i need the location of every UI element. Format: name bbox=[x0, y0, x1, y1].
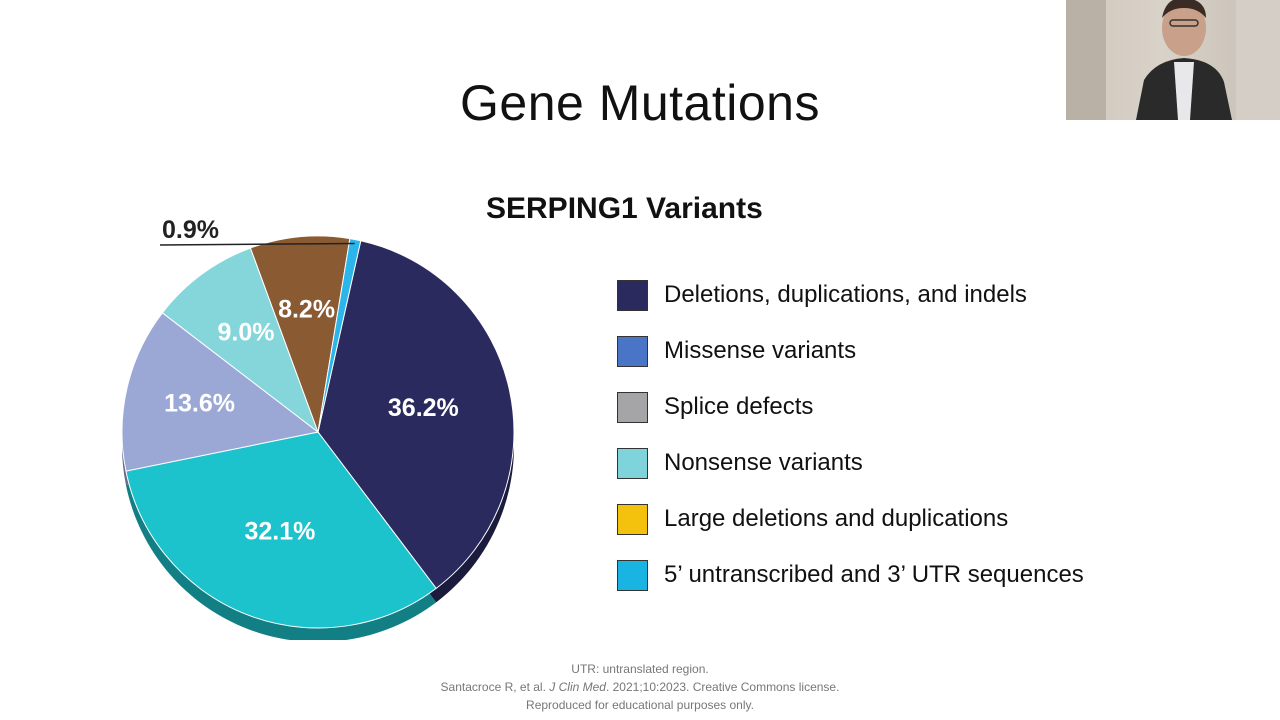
pie-slice-label-1: 32.1% bbox=[244, 517, 315, 545]
citation-authors: Santacroce R, et al. bbox=[440, 680, 550, 694]
legend-item-3: Nonsense variants bbox=[617, 446, 1084, 480]
chart-title: SERPING1 Variants bbox=[486, 192, 763, 225]
legend-item-2: Splice defects bbox=[617, 390, 1084, 424]
pie-slice-0 bbox=[317, 240, 515, 590]
slide-title: Gene Mutations bbox=[460, 75, 820, 131]
legend-label: Splice defects bbox=[664, 393, 814, 420]
legend: Deletions, duplications, and indels Miss… bbox=[617, 278, 1084, 614]
legend-label: 5’ untranscribed and 3’ UTR sequences bbox=[664, 561, 1084, 588]
pie-slice-label-5: 0.9% bbox=[162, 216, 219, 244]
legend-swatch bbox=[617, 447, 648, 479]
pie-slice-label-2: 13.6% bbox=[164, 389, 235, 417]
legend-item-5: 5’ untranscribed and 3’ UTR sequences bbox=[617, 558, 1084, 592]
legend-item-4: Large deletions and duplications bbox=[617, 502, 1084, 536]
pie-slice-label-0: 36.2% bbox=[388, 394, 459, 422]
pie-slice-4 bbox=[249, 235, 351, 434]
citation-journal: J Clin Med bbox=[549, 680, 606, 694]
footnote-line-2: Santacroce R, et al. J Clin Med. 2021;10… bbox=[0, 678, 1280, 696]
footnote-line-3: Reproduced for educational purposes only… bbox=[526, 698, 754, 712]
legend-item-0: Deletions, duplications, and indels bbox=[617, 278, 1084, 312]
legend-label: Large deletions and duplications bbox=[664, 505, 1009, 532]
leader-line bbox=[159, 242, 355, 246]
pie-slice-label-3: 9.0% bbox=[217, 319, 274, 347]
pie-slice-1 bbox=[125, 431, 437, 629]
pie-slice-3 bbox=[161, 247, 320, 434]
legend-swatch bbox=[617, 503, 648, 535]
legend-swatch bbox=[617, 391, 648, 423]
footnote-line-1: UTR: untranslated region. bbox=[571, 662, 709, 676]
citation-details: . 2021;10:2023. Creative Commons license… bbox=[605, 680, 840, 694]
footnote: UTR: untranslated region. Santacroce R, … bbox=[0, 660, 1280, 714]
legend-swatch bbox=[617, 335, 648, 367]
legend-label: Deletions, duplications, and indels bbox=[664, 281, 1027, 308]
legend-label: Nonsense variants bbox=[664, 449, 863, 476]
legend-label: Missense variants bbox=[664, 337, 857, 364]
presenter-webcam bbox=[1066, 0, 1280, 120]
legend-item-1: Missense variants bbox=[617, 334, 1084, 368]
presenter-video-icon bbox=[1066, 0, 1280, 120]
legend-swatch bbox=[617, 279, 648, 311]
legend-swatch bbox=[617, 559, 648, 591]
pie-chart: 36.2% 32.1% 13.6% 9.0%8.2% 0.9% bbox=[121, 216, 515, 640]
pie-slice-5 bbox=[317, 238, 362, 433]
pie-slice-2 bbox=[121, 312, 320, 472]
pie-slice-label-4: 8.2% bbox=[278, 296, 335, 324]
